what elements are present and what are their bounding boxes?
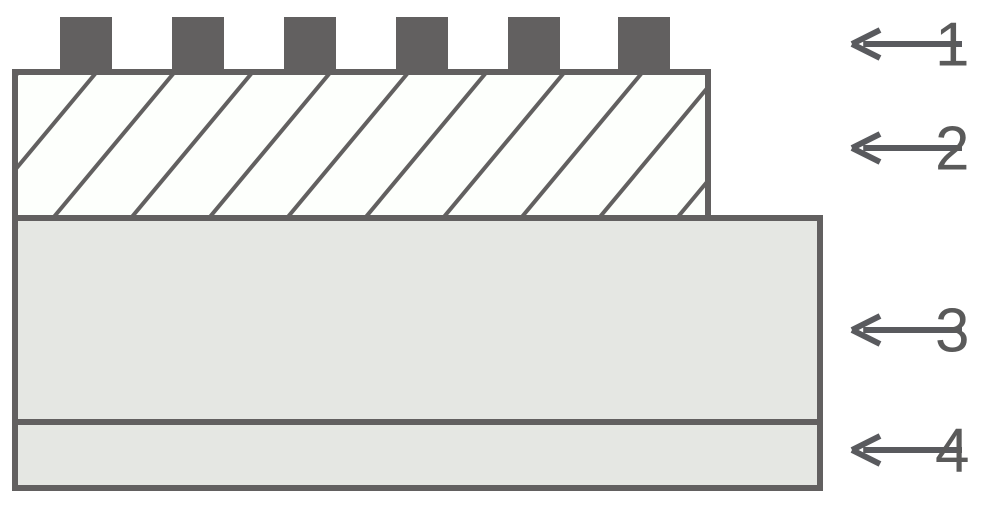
callout-label-2: 2 — [935, 115, 969, 184]
callout-label-3: 3 — [935, 297, 969, 366]
callouts: 1 2 3 4 — [852, 11, 969, 486]
top-block — [399, 20, 445, 72]
callout-label-4: 4 — [935, 417, 969, 486]
top-block — [63, 20, 109, 72]
layer-4 — [15, 422, 820, 488]
top-block — [621, 20, 667, 72]
top-block — [175, 20, 221, 72]
layer-1 — [63, 20, 667, 72]
diagram-root: 1 2 3 4 — [0, 0, 1000, 507]
top-block — [287, 20, 333, 72]
callout-label-1: 1 — [935, 11, 969, 80]
layer-3 — [15, 218, 820, 422]
top-block — [511, 20, 557, 72]
layer-2 — [15, 72, 708, 218]
